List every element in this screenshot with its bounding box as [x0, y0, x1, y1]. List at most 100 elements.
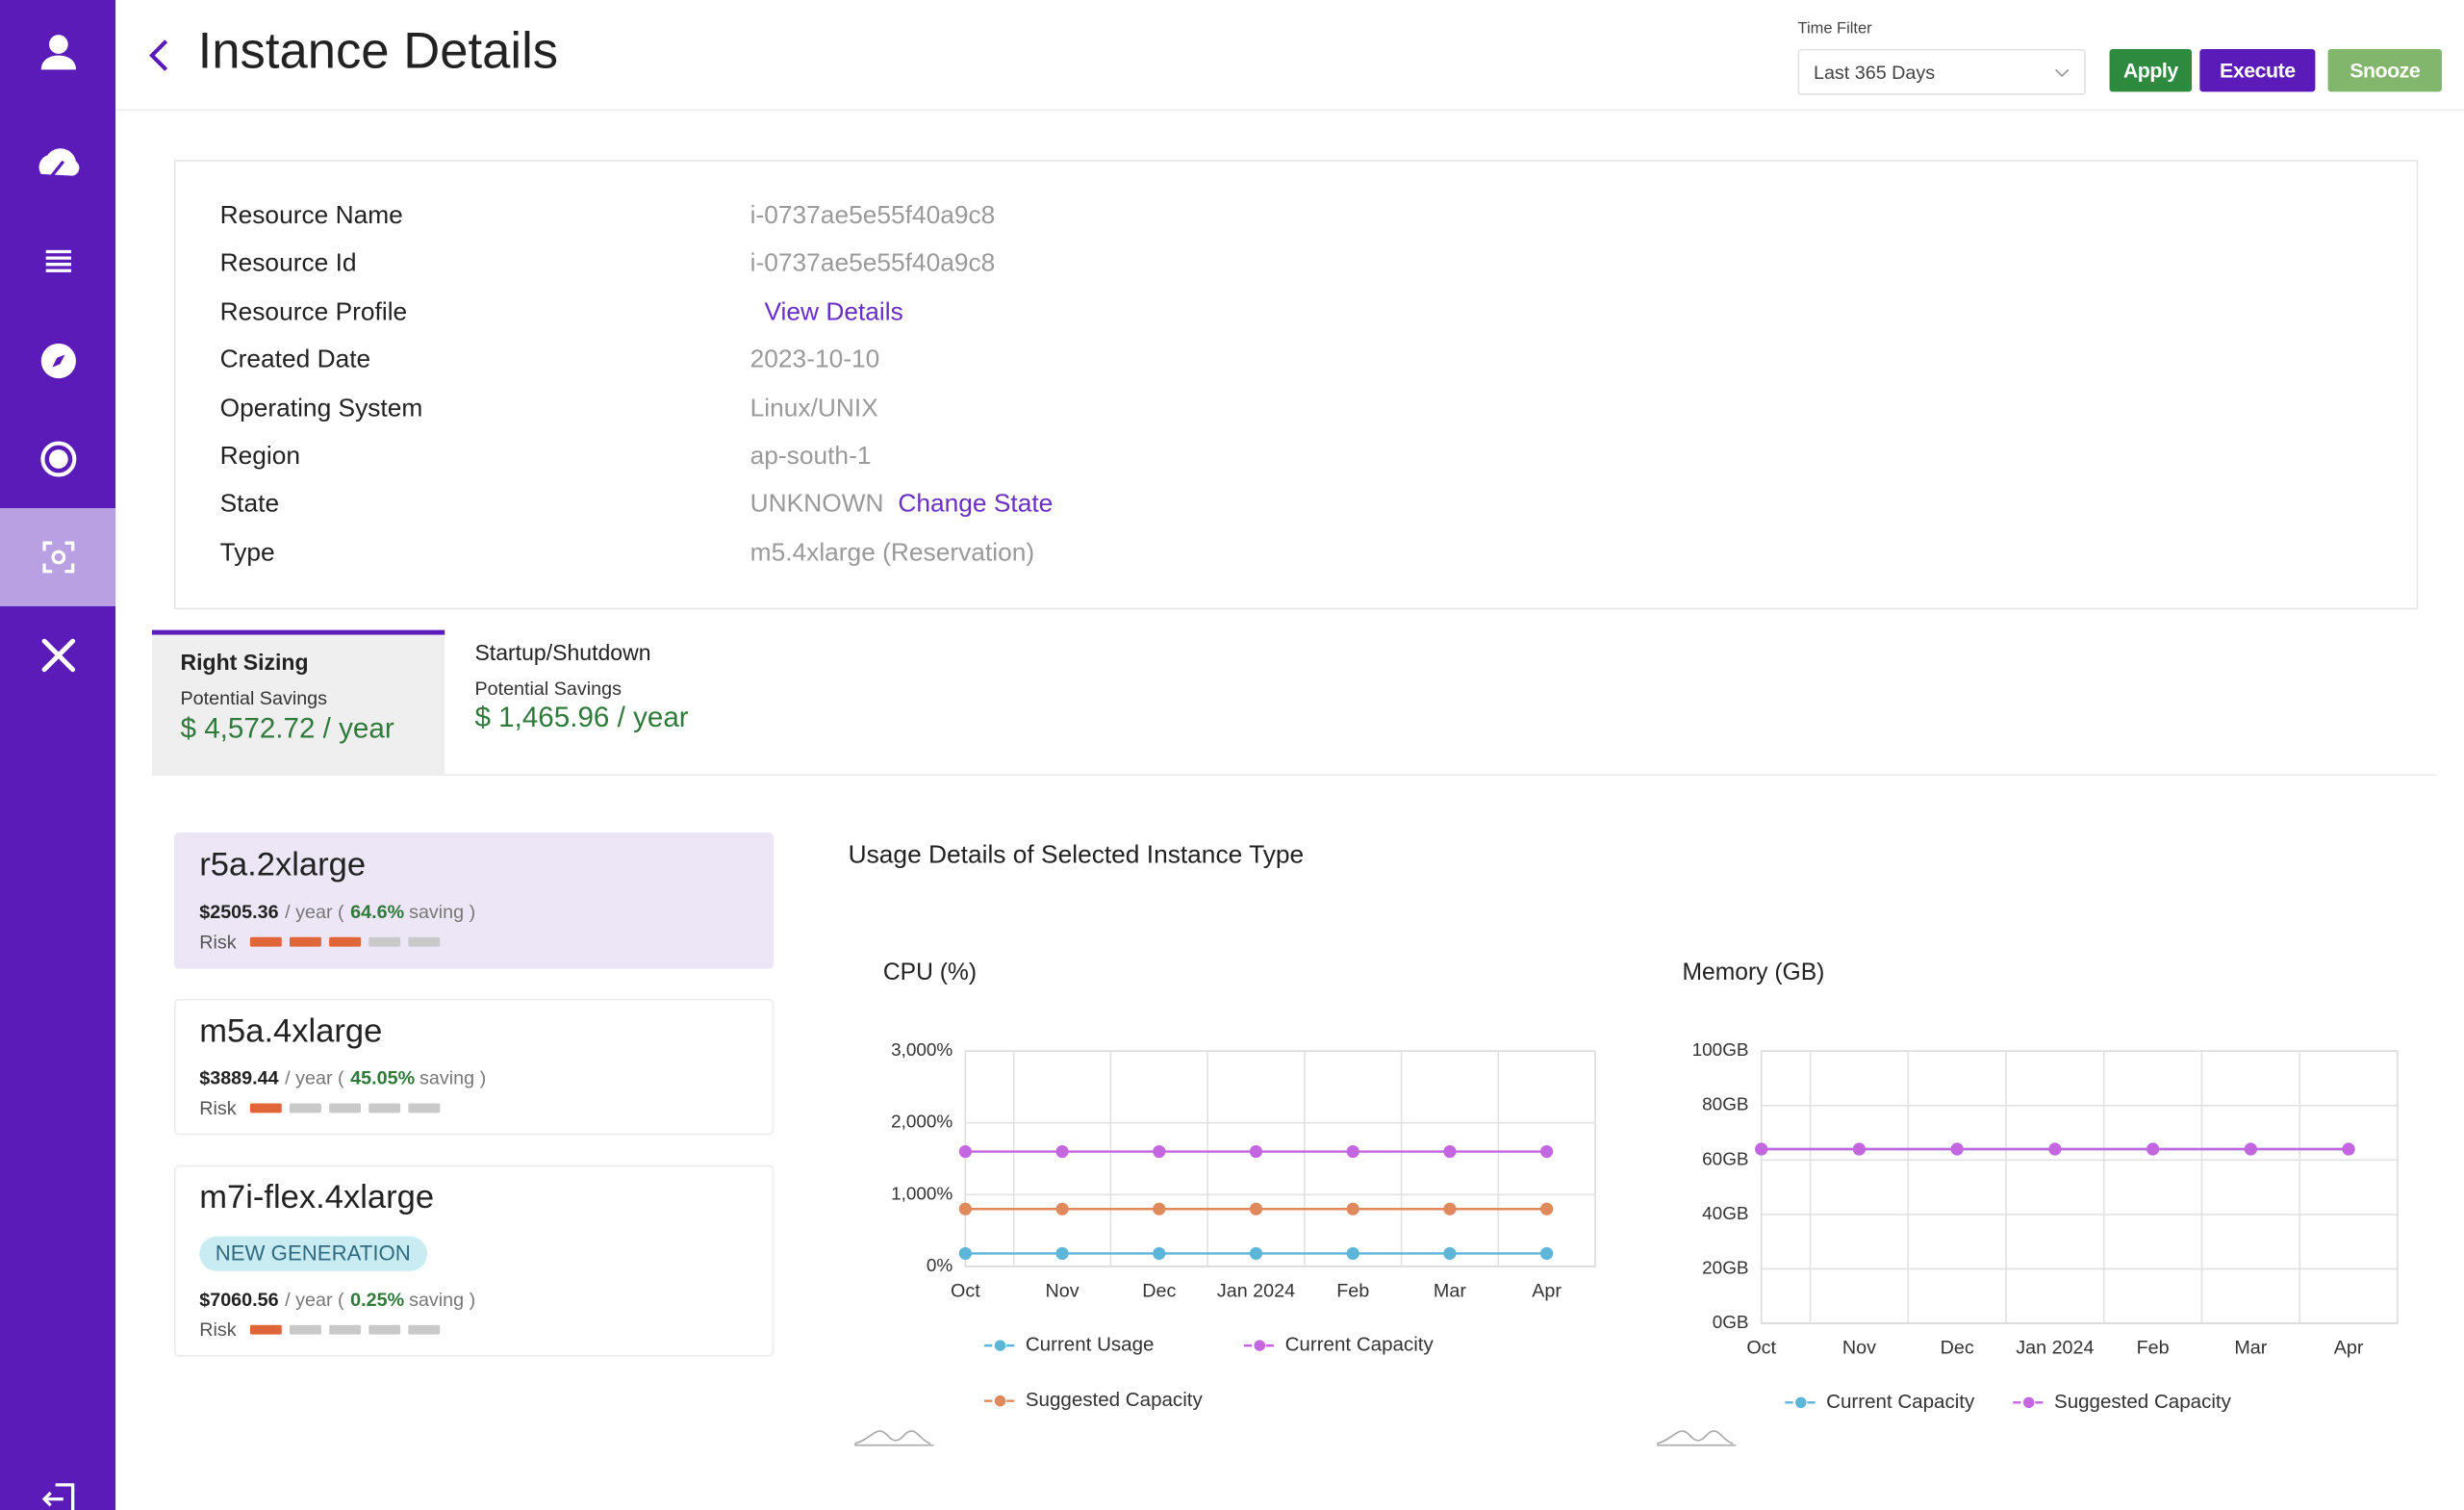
data-point [2048, 1142, 2062, 1156]
page-title: Instance Details [197, 22, 559, 80]
legend-dot [994, 1340, 1006, 1351]
data-point [1443, 1144, 1457, 1159]
x-tick-label: Jan 2024 [1217, 1280, 1295, 1301]
nav-list[interactable] [0, 212, 115, 310]
detail-link[interactable]: View Details [764, 298, 903, 326]
detail-value: i-0737ae5e55f40a9c8 [749, 202, 996, 230]
icon [39, 343, 76, 379]
nav-explore[interactable] [0, 312, 115, 410]
data-point [1055, 1202, 1069, 1216]
select-value: Last 365 Days [1813, 62, 1936, 85]
data-point [1540, 1246, 1554, 1261]
nav-cloud[interactable] [0, 114, 115, 212]
plot-border [1760, 1050, 2399, 1324]
y-tick-label: 1,000% [891, 1184, 953, 1204]
data-point [1055, 1246, 1069, 1261]
risk-bar [249, 936, 282, 947]
x-tick-label: Dec [1142, 1280, 1176, 1301]
data-point [1249, 1144, 1263, 1159]
data-point [958, 1246, 972, 1261]
plot-border [964, 1050, 1596, 1267]
x-tick-label: Nov [1842, 1338, 1876, 1359]
detail-label: Resource Name [219, 202, 403, 230]
data-point [2244, 1142, 2257, 1156]
data-point [958, 1202, 972, 1216]
legend-dot [2022, 1396, 2035, 1409]
usage-title: Usage Details of Selected Instance Type [848, 842, 1305, 870]
x-tick-label: Jan 2024 [2016, 1338, 2094, 1359]
details-card: Resource Name i-0737ae5e55f40a9c8 Resource… [173, 160, 2419, 610]
badge: NEW GENERATION [199, 1236, 427, 1271]
logo-mark [853, 1430, 934, 1446]
icon [41, 541, 74, 574]
instance-name: m7i-flex.4xlarge [199, 1179, 435, 1216]
x-tick-label: Apr [2334, 1338, 2364, 1359]
icon [44, 249, 71, 272]
detail-value: i-0737ae5e55f40a9c8 [749, 250, 996, 278]
y-tick-label: 40GB [1702, 1204, 1748, 1224]
data-point [1443, 1246, 1457, 1261]
tab-label: Potential Savings [474, 677, 622, 701]
saving: 0.25% [350, 1288, 405, 1311]
risk-bar [368, 1103, 401, 1113]
x-tick-label: Nov [1046, 1280, 1080, 1301]
x-tick-label: Oct [1746, 1338, 1776, 1359]
back-button[interactable] [147, 38, 172, 72]
nav-instances[interactable] [0, 507, 116, 606]
legend-label: Suggested Capacity [1026, 1389, 1204, 1411]
icon [38, 148, 79, 179]
tab-right-sizing[interactable]: Right Sizing Potential Savings $ 4,572.7… [151, 629, 445, 775]
legend-label: Current Usage [1026, 1334, 1155, 1356]
instance-card[interactable]: r5a.2xlarge $2505.36 / year (64.6% saving )… [173, 832, 775, 969]
legend-label: Suggested Capacity [2054, 1391, 2232, 1413]
chart-title: CPU (%) [883, 960, 977, 985]
x-tick-label: Apr [1532, 1280, 1562, 1301]
nav-savings[interactable] [0, 410, 115, 508]
data-point [1540, 1202, 1554, 1216]
nav-profile[interactable] [0, 3, 115, 101]
tab-label: Potential Savings [180, 686, 328, 709]
risk-bar [329, 1103, 362, 1113]
price: $3889.44 [199, 1066, 279, 1089]
risk-bar [408, 1324, 441, 1335]
instance-name: m5a.4xlarge [199, 1012, 383, 1050]
x-tick-label: Mar [2234, 1338, 2267, 1359]
filter-label: Time Filter [1797, 20, 1872, 38]
saving: 64.6% [350, 900, 405, 923]
instance-card[interactable]: m7i-flex.4xlarge NEW GENERATION $7060.56 / … [173, 1164, 775, 1357]
snooze-button[interactable]: Snooze [2327, 48, 2442, 92]
risk-bar [329, 936, 362, 947]
time-filter-select[interactable]: Last 365 Days [1797, 48, 2086, 95]
risk-label: Risk [199, 931, 237, 954]
detail-value: Linux/UNIX [749, 395, 878, 422]
price-line: $2505.36 / year (64.6% saving ) [199, 901, 475, 923]
risk-bar [249, 1103, 282, 1113]
execute-button[interactable]: Execute [2199, 48, 2316, 92]
legend-label: Current Capacity [1826, 1391, 1975, 1413]
detail-link[interactable]: Change State [898, 491, 1054, 519]
risk-label: Risk [199, 1318, 237, 1342]
y-tick-label: 0% [927, 1256, 953, 1276]
y-tick-label: 0GB [1713, 1313, 1749, 1333]
instance-name: r5a.2xlarge [199, 846, 367, 883]
per: / year ( [285, 1066, 344, 1089]
apply-button[interactable]: Apply [2109, 48, 2193, 92]
detail-label: Type [219, 539, 275, 567]
saving-suffix: saving ) [409, 1288, 476, 1311]
risk-bar [290, 1324, 321, 1335]
price: $7060.56 [199, 1288, 279, 1311]
detail-value: ap-south-1 [749, 443, 872, 471]
risk-bar [329, 1324, 362, 1335]
data-point [1153, 1202, 1166, 1216]
y-tick-label: 60GB [1702, 1149, 1748, 1169]
risk-bar [408, 1103, 441, 1113]
data-point [1346, 1246, 1359, 1261]
nav-tools[interactable] [0, 606, 115, 704]
instance-card[interactable]: m5a.4xlarge $3889.44 / year (45.05% saving … [173, 998, 775, 1136]
nav-logout[interactable] [0, 1450, 115, 1510]
legend-dot [1795, 1396, 1807, 1409]
tab-startup-shutdown[interactable]: Startup/Shutdown Potential Savings $ 1,4… [446, 630, 739, 775]
chart-title: Memory (GB) [1682, 960, 1824, 985]
